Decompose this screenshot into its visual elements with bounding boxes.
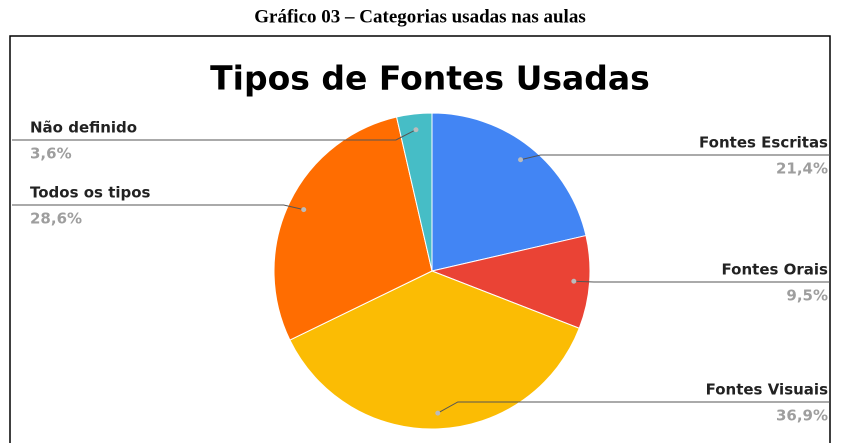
slice-value-label: 9,5% <box>786 287 828 305</box>
leader-line <box>437 401 830 414</box>
slice-value-label: 21,4% <box>776 160 828 178</box>
slice-name: Todos os tipos <box>30 184 151 202</box>
leader-dot <box>571 278 577 284</box>
slice-value-label: 3,6% <box>30 145 72 163</box>
slice-name: Não definido <box>30 119 137 137</box>
leader-dot <box>301 207 307 213</box>
slice-name: Fontes Orais <box>722 261 829 279</box>
slice-value-label: 36,9% <box>776 407 828 425</box>
pie-slice <box>395 112 433 272</box>
pie-slice <box>289 270 580 430</box>
slice-value-label: 28,6% <box>30 210 82 228</box>
leader-dot <box>435 410 441 416</box>
chart-title: Tipos de Fontes Usadas <box>210 59 650 98</box>
leader-line <box>12 129 417 141</box>
frame <box>9 35 831 443</box>
slice-name: Fontes Escritas <box>699 134 828 152</box>
pie-slice <box>273 116 433 341</box>
pie-slice <box>430 234 591 329</box>
caption: Gráfico 03 – Categorias usadas nas aulas <box>254 6 585 27</box>
leader-dot <box>518 157 524 163</box>
slice-name: Fontes Visuais <box>706 381 828 399</box>
leader-line <box>520 154 830 161</box>
leader-line <box>573 280 830 283</box>
pie-slice <box>431 112 587 272</box>
leader-line <box>12 204 304 211</box>
leader-dot <box>413 127 419 133</box>
